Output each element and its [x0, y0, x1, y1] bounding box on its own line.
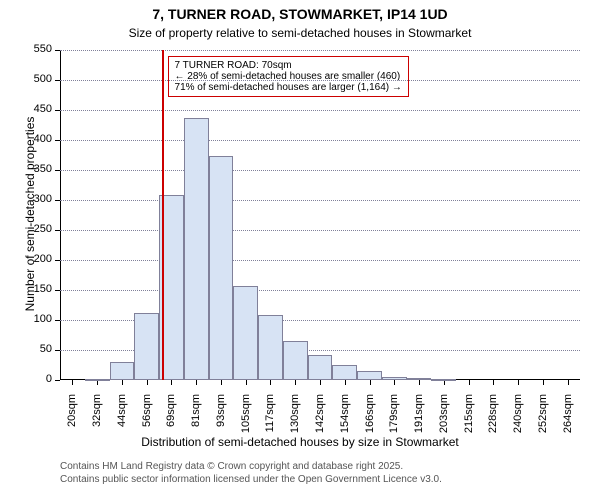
- x-tick-label: 203sqm: [438, 394, 450, 494]
- histogram-bar: [431, 379, 456, 381]
- x-tick-label: 191sqm: [413, 394, 425, 494]
- x-tick-label: 240sqm: [512, 394, 524, 494]
- histogram-bar: [357, 371, 382, 380]
- x-tick-label: 105sqm: [240, 394, 252, 494]
- x-tick-label: 228sqm: [487, 394, 499, 494]
- y-tick-label: 300: [34, 193, 52, 205]
- histogram-bar: [382, 377, 407, 380]
- chart-subtitle: Size of property relative to semi-detach…: [0, 26, 600, 40]
- x-tick-label: 142sqm: [314, 394, 326, 494]
- marker-info-box: 7 TURNER ROAD: 70sqm ← 28% of semi-detac…: [168, 56, 409, 97]
- x-tick-label: 81sqm: [190, 394, 202, 494]
- info-line-property: 7 TURNER ROAD: 70sqm: [175, 60, 402, 71]
- x-tick-label: 32sqm: [91, 394, 103, 494]
- histogram-bar: [209, 156, 234, 380]
- histogram-bar: [258, 315, 283, 380]
- x-tick-label: 179sqm: [388, 394, 400, 494]
- y-tick-label: 500: [34, 73, 52, 85]
- y-tick-label: 350: [34, 163, 52, 175]
- x-tick-label: 215sqm: [463, 394, 475, 494]
- histogram-bar: [110, 362, 135, 380]
- x-tick-label: 69sqm: [165, 394, 177, 494]
- x-tick-label: 44sqm: [116, 394, 128, 494]
- x-tick-label: 166sqm: [364, 394, 376, 494]
- y-tick-label: 0: [46, 373, 52, 385]
- histogram-bar: [332, 365, 357, 380]
- histogram-bar: [283, 341, 308, 380]
- y-tick-label: 200: [34, 253, 52, 265]
- y-tick-label: 150: [34, 283, 52, 295]
- y-tick-label: 550: [34, 43, 52, 55]
- property-marker-line: [162, 50, 164, 380]
- histogram-bar: [308, 355, 333, 380]
- chart-title: 7, TURNER ROAD, STOWMARKET, IP14 1UD: [0, 6, 600, 22]
- x-tick-label: 20sqm: [66, 394, 78, 494]
- histogram-bar: [85, 379, 110, 381]
- x-tick-label: 117sqm: [264, 394, 276, 494]
- info-line-larger: 71% of semi-detached houses are larger (…: [175, 82, 402, 93]
- x-tick-label: 93sqm: [215, 394, 227, 494]
- histogram-bar: [233, 286, 258, 380]
- histogram-bar: [184, 118, 209, 380]
- y-tick-label: 100: [34, 313, 52, 325]
- y-tick-label: 250: [34, 223, 52, 235]
- y-tick-label: 50: [40, 343, 52, 355]
- histogram-bar: [407, 378, 432, 380]
- x-tick-label: 252sqm: [537, 394, 549, 494]
- y-axis-label: Number of semi-detached properties: [23, 49, 37, 379]
- chart-container: { "chart": { "type": "histogram", "title…: [0, 0, 600, 500]
- x-tick-label: 130sqm: [289, 394, 301, 494]
- x-tick-label: 264sqm: [562, 394, 574, 494]
- x-tick-label: 154sqm: [339, 394, 351, 494]
- y-tick-label: 400: [34, 133, 52, 145]
- histogram-bar: [134, 313, 159, 380]
- y-tick-label: 450: [34, 103, 52, 115]
- x-tick-label: 56sqm: [141, 394, 153, 494]
